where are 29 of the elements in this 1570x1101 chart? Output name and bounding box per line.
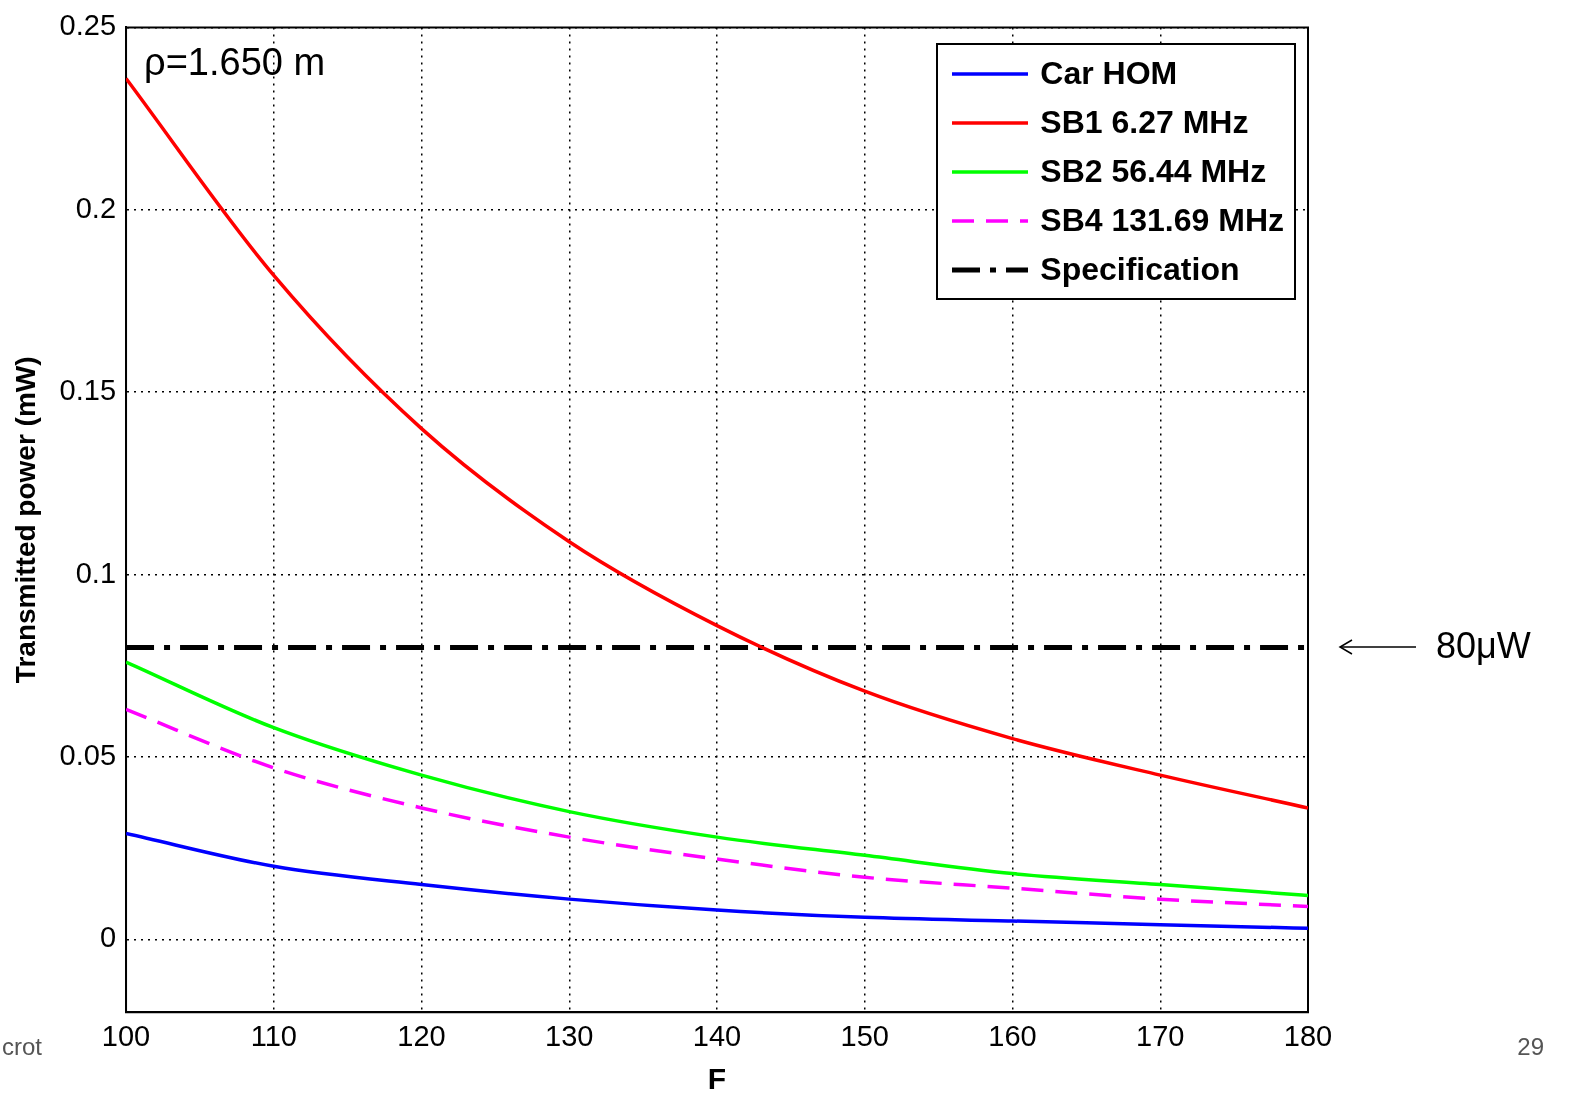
legend-label: Car HOM xyxy=(1040,55,1178,93)
x-tick-label: 130 xyxy=(545,1019,594,1052)
x-tick-label: 160 xyxy=(988,1019,1037,1052)
line-series xyxy=(126,660,1308,898)
text: 29 xyxy=(1517,1033,1544,1061)
x-tick-label: 110 xyxy=(250,1019,297,1052)
x-tick-label: 180 xyxy=(1283,1019,1333,1052)
legend-label: SB2 56.44 MHz xyxy=(1040,153,1267,191)
annotation: ρ=1.650 m xyxy=(144,41,326,85)
legend-label: SB4 131.69 MHz xyxy=(1040,202,1284,240)
x-tick-label: 100 xyxy=(101,1019,151,1052)
line-series xyxy=(126,831,1308,931)
y-tick-label: 0.05 xyxy=(59,738,117,771)
x-tick-label: 170 xyxy=(1136,1019,1185,1052)
x-axis-title: F xyxy=(707,1062,727,1096)
y-tick-label: 0 xyxy=(99,921,117,954)
text: 80μW xyxy=(1436,625,1531,668)
y-tick-label: 0.15 xyxy=(59,374,117,407)
x-tick-label: 120 xyxy=(397,1019,446,1052)
legend-label: SB1 6.27 MHz xyxy=(1040,104,1249,142)
y-tick-label: 0.25 xyxy=(59,9,117,42)
line-series xyxy=(126,707,1308,909)
y-axis-title: Transmitted power (mW) xyxy=(9,356,41,684)
legend-label: Specification xyxy=(1040,251,1240,289)
y-tick-label: 0.1 xyxy=(75,556,117,589)
x-tick-label: 140 xyxy=(692,1019,742,1052)
x-tick-label: 150 xyxy=(840,1019,889,1052)
y-tick-label: 0.2 xyxy=(75,191,117,224)
text: crot xyxy=(2,1033,43,1061)
